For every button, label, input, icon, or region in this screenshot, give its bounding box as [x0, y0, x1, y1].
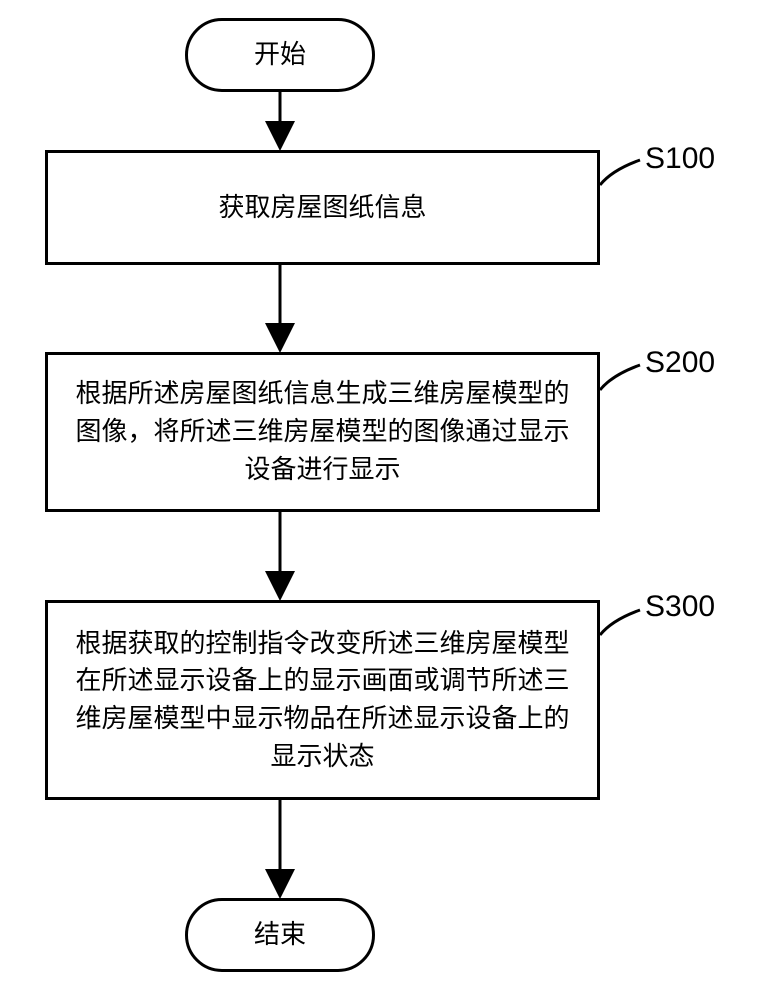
node-start-text: 开始: [254, 36, 306, 74]
node-end: 结束: [185, 898, 375, 972]
label-s300: S300: [645, 590, 715, 624]
node-s200: 根据所述房屋图纸信息生成三维房屋模型的图像，将所述三维房屋模型的图像通过显示设备…: [45, 352, 600, 512]
node-s100-text: 获取房屋图纸信息: [218, 189, 426, 227]
flowchart-canvas: 开始 获取房屋图纸信息 S100 根据所述房屋图纸信息生成三维房屋模型的图像，将…: [0, 0, 762, 1000]
node-s300-text: 根据获取的控制指令改变所述三维房屋模型在所述显示设备上的显示画面或调节所述三维房…: [72, 625, 573, 776]
node-s200-text: 根据所述房屋图纸信息生成三维房屋模型的图像，将所述三维房屋模型的图像通过显示设备…: [72, 375, 573, 488]
label-s100: S100: [645, 142, 715, 176]
node-s100: 获取房屋图纸信息: [45, 150, 600, 265]
node-s300: 根据获取的控制指令改变所述三维房屋模型在所述显示设备上的显示画面或调节所述三维房…: [45, 600, 600, 800]
node-end-text: 结束: [254, 916, 306, 954]
node-start: 开始: [185, 18, 375, 92]
label-s200: S200: [645, 346, 715, 380]
